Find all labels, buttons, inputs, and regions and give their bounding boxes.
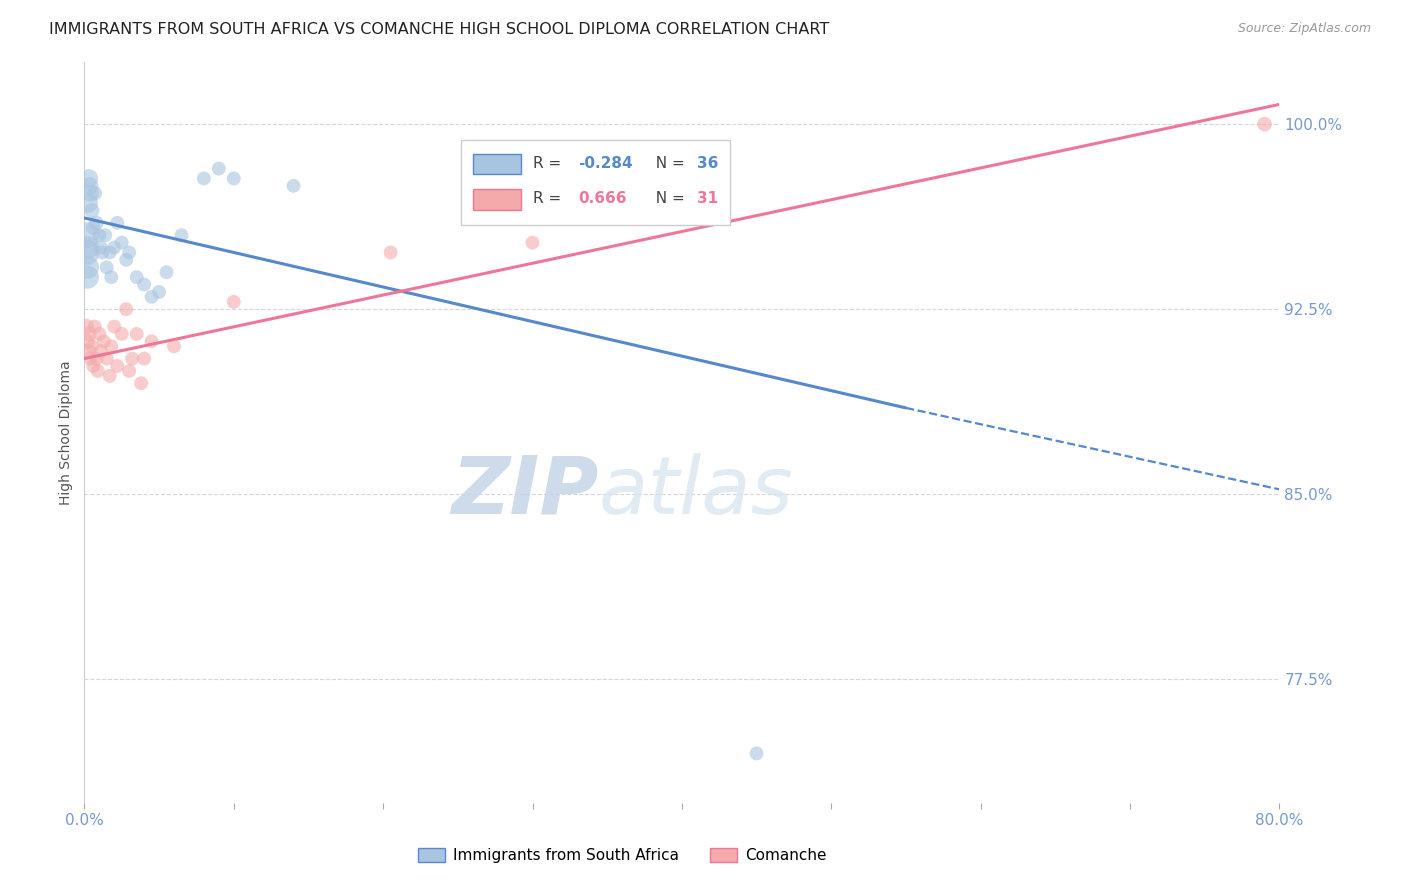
Point: [76, 260, 98, 275]
Point: [77, 344, 100, 359]
Point: [98, 368, 121, 383]
Point: [745, 747, 768, 761]
Point: [90, 240, 112, 254]
Point: [89, 326, 111, 341]
Point: [77, 326, 100, 341]
Point: [170, 228, 193, 243]
Point: [83, 186, 105, 201]
Point: [76, 240, 98, 254]
Point: [96, 351, 118, 366]
Point: [79, 351, 101, 366]
Text: atlas: atlas: [599, 453, 793, 531]
Point: [77, 196, 100, 211]
FancyBboxPatch shape: [472, 153, 520, 174]
Point: [89, 228, 111, 243]
Point: [222, 294, 245, 309]
Text: 31: 31: [697, 192, 718, 206]
Point: [82, 359, 104, 373]
Text: N =: N =: [647, 156, 690, 170]
Point: [118, 245, 141, 260]
Point: [193, 171, 215, 186]
Point: [163, 339, 186, 353]
Text: 0.666: 0.666: [578, 192, 627, 206]
Point: [125, 270, 148, 285]
Legend: Immigrants from South Africa, Comanche: Immigrants from South Africa, Comanche: [412, 842, 832, 869]
Point: [118, 364, 141, 378]
Point: [283, 178, 305, 193]
Text: -0.284: -0.284: [578, 156, 633, 170]
Point: [79, 178, 101, 193]
Point: [103, 240, 125, 254]
Text: R =: R =: [533, 192, 571, 206]
Point: [148, 285, 170, 299]
Point: [155, 265, 177, 279]
Point: [96, 260, 118, 275]
Y-axis label: High School Diploma: High School Diploma: [59, 360, 73, 505]
FancyBboxPatch shape: [472, 189, 520, 210]
Point: [121, 351, 143, 366]
Text: ZIP: ZIP: [451, 453, 599, 531]
Point: [86, 216, 108, 230]
Point: [105, 216, 128, 230]
Point: [141, 290, 163, 304]
Point: [98, 245, 121, 260]
Point: [522, 235, 544, 250]
Point: [132, 277, 156, 292]
Point: [111, 326, 134, 341]
Point: [100, 270, 122, 285]
Text: IMMIGRANTS FROM SOUTH AFRICA VS COMANCHE HIGH SCHOOL DIPLOMA CORRELATION CHART: IMMIGRANTS FROM SOUTH AFRICA VS COMANCHE…: [49, 22, 830, 37]
Point: [91, 245, 114, 260]
Point: [1253, 117, 1275, 131]
Point: [380, 245, 402, 260]
Point: [141, 334, 163, 349]
Point: [87, 364, 110, 378]
Point: [132, 351, 156, 366]
Point: [80, 203, 103, 218]
Point: [94, 228, 117, 243]
Point: [83, 319, 105, 334]
Point: [103, 319, 125, 334]
Point: [100, 339, 122, 353]
Point: [76, 334, 98, 349]
Point: [129, 376, 152, 391]
Point: [222, 171, 245, 186]
Point: [79, 186, 101, 201]
Text: R =: R =: [533, 156, 565, 170]
Point: [115, 302, 138, 317]
Point: [115, 252, 138, 267]
Point: [208, 161, 231, 176]
Point: [76, 319, 98, 334]
Point: [76, 228, 98, 243]
Point: [111, 235, 134, 250]
Point: [125, 326, 148, 341]
Point: [76, 245, 98, 260]
Point: [82, 220, 104, 235]
Point: [93, 334, 115, 349]
Point: [77, 171, 100, 186]
FancyBboxPatch shape: [461, 140, 730, 226]
Text: 36: 36: [697, 156, 718, 170]
Point: [76, 270, 98, 285]
Text: N =: N =: [647, 192, 690, 206]
Point: [86, 351, 108, 366]
Point: [105, 359, 128, 373]
Text: Source: ZipAtlas.com: Source: ZipAtlas.com: [1237, 22, 1371, 36]
Point: [80, 339, 103, 353]
Point: [90, 344, 112, 359]
